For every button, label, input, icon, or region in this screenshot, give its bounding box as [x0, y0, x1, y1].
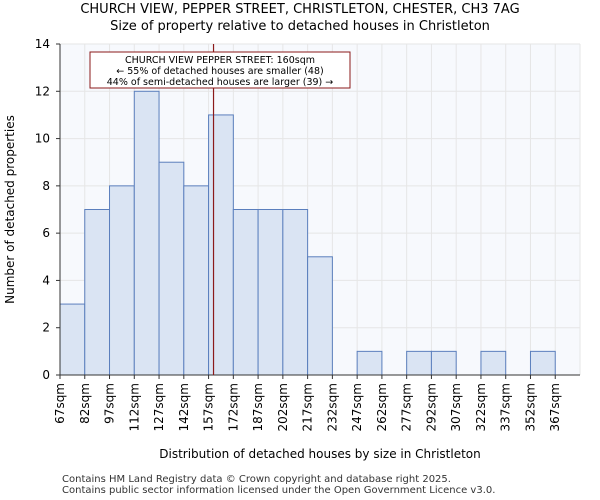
annotation-line2: ← 55% of detached houses are smaller (48… — [116, 66, 323, 77]
x-tick-label: 337sqm — [499, 383, 513, 431]
bar — [158, 161, 185, 376]
x-tick-label: 352sqm — [523, 383, 537, 431]
y-tick-label: 2 — [42, 321, 50, 335]
x-tick-label: 262sqm — [375, 383, 389, 431]
x-tick-label: 247sqm — [350, 383, 364, 431]
x-axis-label: Distribution of detached houses by size … — [159, 447, 480, 461]
bar — [183, 185, 210, 376]
annotation-rect — [89, 51, 351, 89]
bar — [307, 256, 333, 376]
x-tick-label: 292sqm — [424, 383, 438, 431]
chart-title-line2: Size of property relative to detached ho… — [110, 19, 490, 34]
y-tick-label: 14 — [35, 37, 50, 51]
y-tick-label: 8 — [42, 179, 50, 193]
x-tick-label: 142sqm — [177, 383, 191, 431]
bar — [480, 350, 507, 376]
y-tick-label: 4 — [42, 273, 50, 287]
annotation-line3: 44% of semi-detached houses are larger (… — [107, 77, 334, 88]
y-axis-label: Number of detached properties — [3, 115, 17, 304]
bar — [232, 209, 259, 376]
x-tick-label: 112sqm — [127, 383, 141, 431]
bar — [356, 350, 383, 376]
x-tick-label: 367sqm — [548, 383, 562, 431]
footer-line1: Contains HM Land Registry data © Crown c… — [62, 474, 451, 485]
x-tick-label: 67sqm — [53, 383, 67, 424]
x-tick-label: 217sqm — [301, 383, 315, 431]
x-axis-ticks: 67sqm 82sqm 97sqm 112sqm 127sqm 142sqm 157sqm 1… — [53, 375, 562, 431]
bar — [529, 350, 556, 376]
x-tick-label: 322sqm — [474, 383, 488, 431]
bar — [406, 350, 432, 376]
footer-line2: Contains public sector information licen… — [62, 485, 496, 496]
bar — [109, 185, 135, 376]
y-tick-label: 12 — [35, 84, 50, 98]
y-axis-ticks: 0 2 4 6 8 10 12 14 — [35, 37, 60, 382]
x-tick-label: 82sqm — [78, 383, 92, 424]
x-tick-label: 232sqm — [325, 383, 339, 431]
bar — [208, 114, 234, 376]
x-tick-label: 202sqm — [276, 383, 290, 431]
y-tick-label: 10 — [35, 132, 50, 146]
x-tick-label: 277sqm — [400, 383, 414, 431]
bar — [133, 90, 160, 376]
x-tick-label: 172sqm — [226, 383, 240, 431]
x-tick-label: 307sqm — [449, 383, 463, 431]
annotation-box: CHURCH VIEW PEPPER STREET: 160sqm ← 55% … — [89, 51, 351, 89]
bar — [59, 303, 86, 376]
bars — [59, 90, 556, 376]
bar — [257, 209, 284, 376]
bar — [282, 209, 309, 376]
x-tick-label: 127sqm — [152, 383, 166, 431]
y-tick-label: 6 — [42, 226, 50, 240]
bar — [84, 209, 111, 376]
y-tick-label: 0 — [42, 368, 50, 382]
x-tick-label: 97sqm — [103, 383, 117, 424]
chart-title-line1: CHURCH VIEW, PEPPER STREET, CHRISTLETON,… — [80, 2, 520, 17]
x-tick-label: 157sqm — [202, 383, 216, 431]
bar — [430, 350, 457, 376]
x-tick-label: 187sqm — [251, 383, 265, 431]
annotation-line1: CHURCH VIEW PEPPER STREET: 160sqm — [125, 55, 315, 66]
